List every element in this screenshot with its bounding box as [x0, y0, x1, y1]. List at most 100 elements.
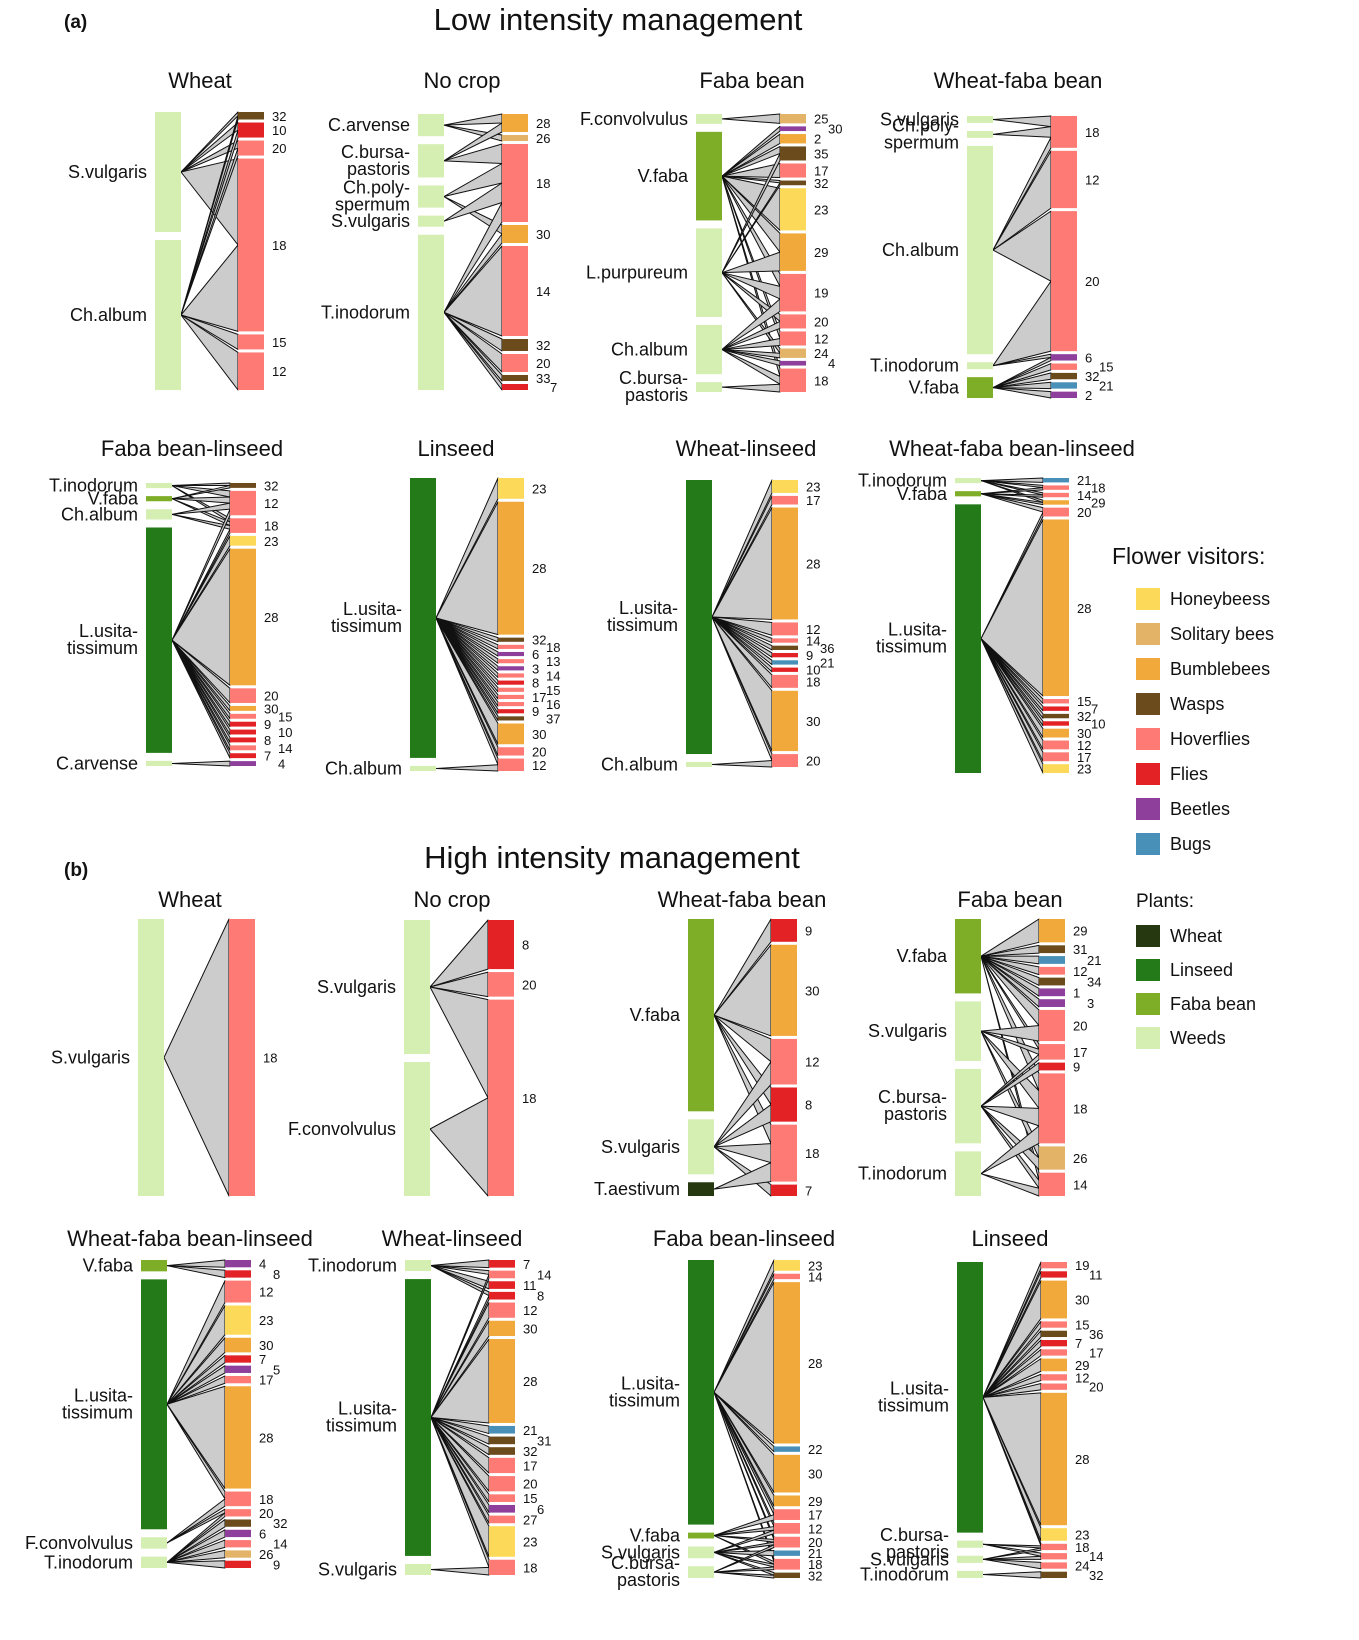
- visitor-id: 20: [1085, 274, 1099, 289]
- visitor-id: 28: [264, 610, 278, 625]
- plant-label-line: pastoris: [625, 385, 688, 405]
- interaction-links: [980, 918, 1040, 1197]
- interaction-links: [435, 477, 499, 772]
- legend-label: Bumblebees: [1170, 658, 1271, 679]
- visitor-bar: [230, 745, 256, 751]
- visitor-bar: [498, 723, 524, 745]
- visitor-id: 18: [814, 373, 828, 388]
- visitor-bar: [780, 146, 806, 161]
- visitor-bar: [225, 1509, 251, 1517]
- visitor-id: 16: [546, 697, 560, 712]
- visitor-bar: [1039, 966, 1065, 975]
- plant-bar: [405, 1563, 431, 1575]
- visitor-bar: [774, 1558, 800, 1570]
- legend-swatch: [1136, 1027, 1160, 1049]
- visitor-id: 17: [259, 1373, 273, 1388]
- visitor-id: 28: [1075, 1452, 1089, 1467]
- visitor-id: 14: [1073, 1177, 1087, 1192]
- plant-label-line: V.faba: [630, 1526, 681, 1546]
- visitor-bar: [498, 702, 524, 707]
- visitor-id: 14: [273, 1537, 287, 1552]
- plant-label: Ch.album: [882, 240, 959, 260]
- visitor-bar: [489, 1447, 515, 1455]
- legend-label: Solitary bees: [1170, 623, 1275, 644]
- visitor-id: 28: [536, 116, 550, 131]
- visitor-id: 14: [536, 284, 550, 299]
- plant-label-line: V.faba: [897, 946, 948, 966]
- visitor-id: 19: [1075, 1258, 1089, 1273]
- visitor-bar: [1039, 1044, 1065, 1060]
- visitor-id: 30: [523, 1321, 537, 1336]
- visitor-bar: [1041, 1349, 1067, 1356]
- plant-bar: [141, 1260, 167, 1272]
- visitor-bar: [1041, 1543, 1067, 1551]
- visitor-bar: [774, 1260, 800, 1271]
- visitor-bar: [225, 1270, 251, 1278]
- visitor-bar: [1043, 764, 1069, 773]
- visitor-id: 12: [532, 758, 546, 773]
- interaction-link: [980, 1173, 1040, 1197]
- plant-bar: [696, 114, 722, 124]
- plant-label-line: S.vulgaris: [51, 1048, 130, 1068]
- visitor-id: 15: [272, 335, 286, 350]
- visitor-bar: [1041, 1392, 1067, 1526]
- visitor-id: 13: [546, 654, 560, 669]
- visitor-bar: [502, 354, 528, 372]
- plant-bar: [146, 483, 172, 489]
- network-panel: Wheat-linseedL.usita-tissimumCh.album231…: [601, 436, 835, 775]
- plant-label-line: C.bursa-: [611, 1553, 680, 1573]
- interaction-link: [982, 1558, 1042, 1570]
- network-title: Wheat-faba bean: [934, 68, 1103, 93]
- plant-label-line: T.inodorum: [49, 476, 138, 496]
- visitor-id: 24: [1075, 1559, 1089, 1574]
- network-title: Wheat-linseed: [676, 436, 817, 461]
- plant-bar: [955, 1151, 981, 1196]
- plant-label: T.inodorum: [44, 1552, 133, 1572]
- visitor-id: 9: [264, 717, 271, 732]
- plant-label: V.faba: [897, 484, 948, 504]
- plant-label: F.convolvulus: [25, 1533, 133, 1553]
- visitor-id: 17: [814, 164, 828, 179]
- visitor-id: 25: [814, 112, 828, 127]
- section-title-high: High intensity management: [424, 840, 800, 875]
- interaction-link: [429, 1097, 489, 1197]
- visitor-bar: [780, 368, 806, 392]
- legend-plant-item: Weeds: [1136, 1026, 1226, 1050]
- visitor-id: 21: [820, 655, 834, 670]
- visitor-id: 28: [532, 561, 546, 576]
- plant-bar: [404, 920, 430, 1054]
- visitor-bar: [780, 188, 806, 231]
- interaction-link: [980, 1025, 1040, 1042]
- visitor-bar: [498, 637, 524, 642]
- plant-label: T.inodorum: [858, 471, 947, 491]
- visitor-id: 28: [808, 1356, 822, 1371]
- visitor-bar: [238, 140, 264, 156]
- visitor-bar: [498, 651, 524, 657]
- visitor-bar: [780, 233, 806, 271]
- visitor-id: 15: [1099, 360, 1113, 375]
- plant-label: T.inodorum: [860, 1564, 949, 1584]
- visitor-bar: [780, 114, 806, 124]
- legend-label: Hoverflies: [1170, 728, 1251, 749]
- visitor-id: 10: [806, 663, 820, 678]
- plant-label-line: L.purpureum: [586, 263, 688, 283]
- plant-label-line: S.vulgaris: [317, 977, 396, 997]
- interaction-link: [429, 986, 489, 1099]
- legend-label: Wheat: [1170, 925, 1223, 946]
- visitor-id: 29: [1073, 924, 1087, 939]
- plant-label: S.vulgaris: [601, 1542, 680, 1562]
- plant-bar: [686, 480, 712, 755]
- visitor-bar: [1043, 706, 1069, 711]
- visitor-id: 18: [263, 1051, 277, 1066]
- interaction-links: [711, 479, 773, 768]
- visitor-bar: [498, 478, 524, 499]
- visitor-id: 33: [536, 371, 550, 386]
- visitor-bar: [230, 535, 256, 546]
- interaction-links: [429, 919, 489, 1197]
- visitor-id: 23: [1075, 1527, 1089, 1542]
- plant-label-line: tissimum: [67, 638, 138, 658]
- interaction-links: [430, 1259, 490, 1576]
- visitor-id: 18: [523, 1560, 537, 1575]
- visitor-id: 17: [523, 1458, 537, 1473]
